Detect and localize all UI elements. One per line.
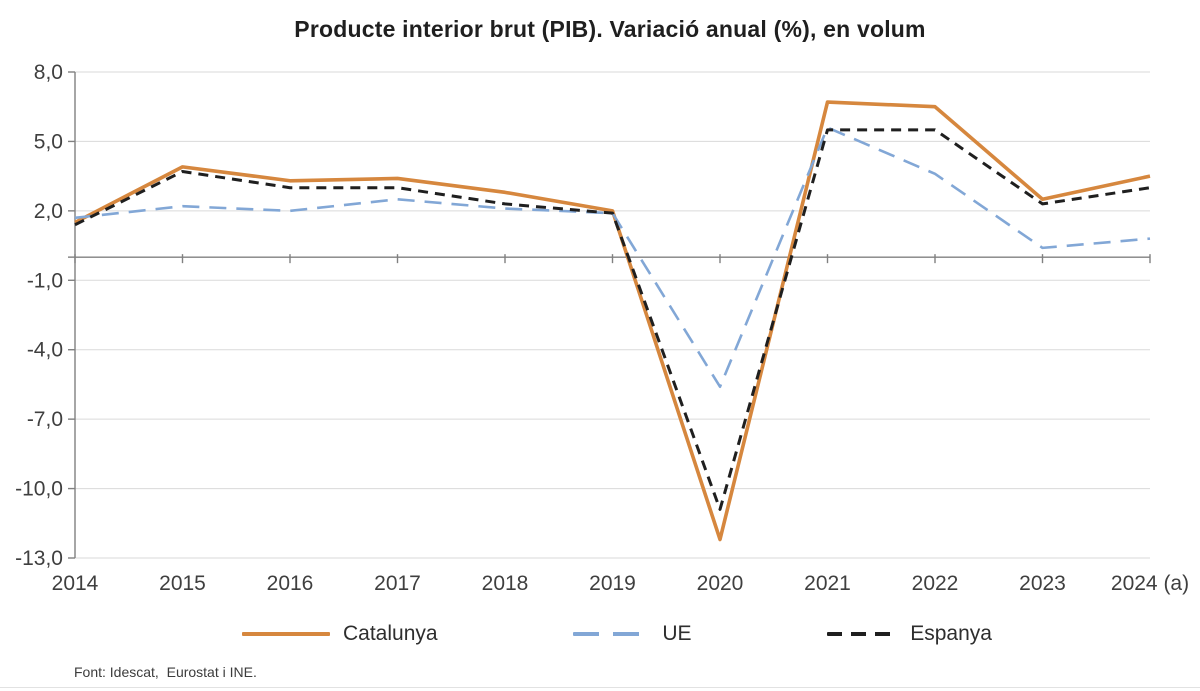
x-tick-label: 2016	[267, 572, 314, 595]
y-tick-label: 8,0	[34, 61, 63, 84]
x-tick-label: 2015	[159, 572, 206, 595]
legend-label-espanya: Espanya	[910, 622, 992, 645]
y-tick-label: -1,0	[27, 269, 63, 292]
x-tick-label: 2024 (a)	[1111, 572, 1189, 595]
legend: Catalunya UE Espanya	[242, 618, 992, 650]
y-tick-label: 5,0	[34, 130, 63, 153]
chart-title: Producte interior brut (PIB). Variació a…	[294, 16, 926, 42]
x-tick-label: 2014	[52, 572, 99, 595]
x-tick-label: 2018	[482, 572, 529, 595]
x-tick-label: 2020	[697, 572, 744, 595]
legend-item-ue: UE	[573, 622, 692, 646]
source-note: Font: Idescat, Eurostat i INE.	[74, 664, 257, 680]
y-tick-label: -10,0	[15, 478, 63, 501]
x-tick-label: 2017	[374, 572, 421, 595]
x-tick-label: 2019	[589, 572, 636, 595]
legend-label-catalunya: Catalunya	[343, 622, 438, 645]
y-tick-label: -13,0	[15, 547, 63, 570]
y-tick-label: 2,0	[34, 200, 63, 223]
series-line-espanya	[74, 128, 1151, 511]
x-tick-label: 2023	[1019, 572, 1066, 595]
y-tick-label: -7,0	[27, 408, 63, 431]
legend-line-catalunya	[242, 632, 330, 636]
bottom-edge-divider	[0, 687, 1200, 688]
x-tick-label: 2021	[804, 572, 851, 595]
x-tick-label: 2022	[912, 572, 959, 595]
legend-line-ue	[573, 632, 650, 636]
legend-item-espanya: Espanya	[827, 622, 992, 646]
legend-line-espanya	[827, 632, 898, 636]
legend-item-catalunya: Catalunya	[242, 622, 438, 646]
legend-label-ue: UE	[662, 622, 692, 645]
y-tick-label: -4,0	[27, 339, 63, 362]
series-line-catalunya	[74, 100, 1151, 542]
